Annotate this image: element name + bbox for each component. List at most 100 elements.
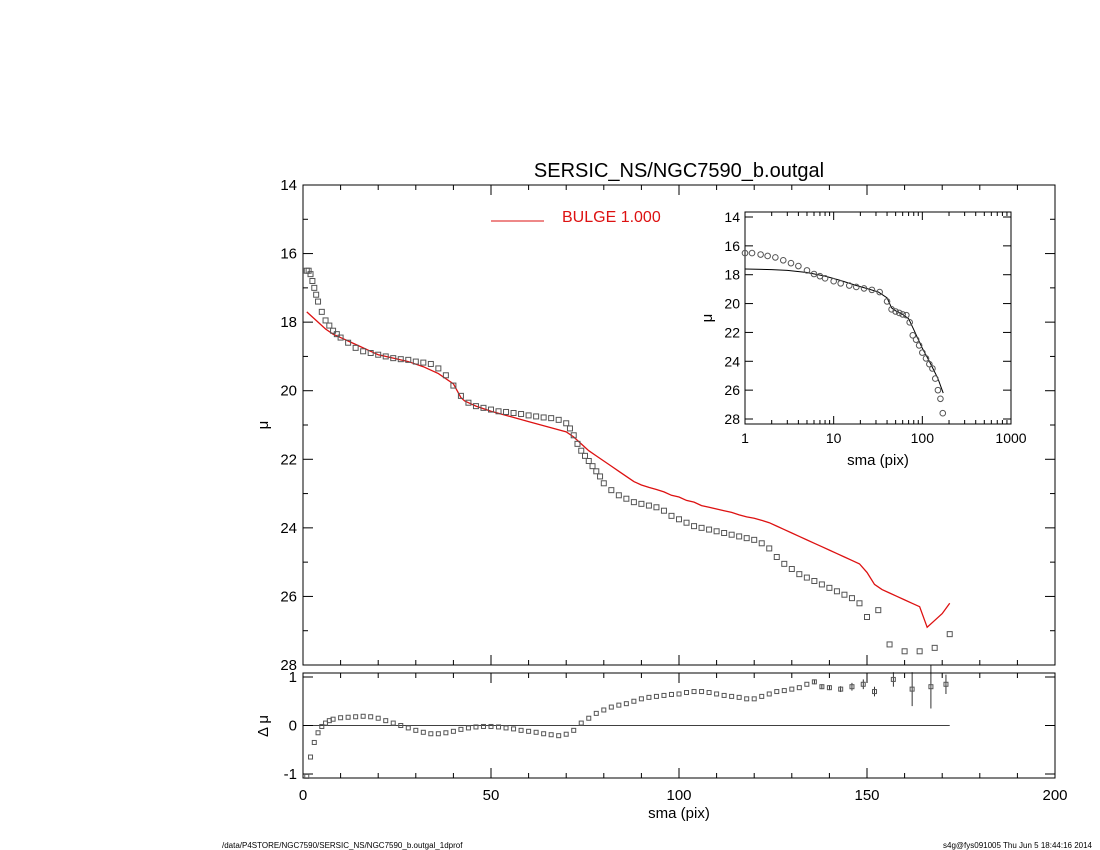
- inset-data-point: [937, 395, 944, 403]
- data-point: [796, 571, 803, 578]
- data-point: [465, 399, 472, 406]
- data-point: [574, 440, 581, 447]
- data-point: [803, 574, 810, 581]
- data-point: [841, 591, 848, 598]
- residual-point: [383, 718, 389, 724]
- residual-point: [556, 733, 562, 739]
- data-point: [307, 271, 314, 278]
- residual-point: [684, 690, 690, 696]
- residual-point: [860, 681, 866, 687]
- data-point: [615, 492, 622, 499]
- residual-point: [593, 710, 599, 716]
- residual-point: [811, 679, 817, 685]
- data-point: [548, 415, 555, 422]
- residual-point: [838, 686, 844, 692]
- main-y-axis-label: μ: [255, 421, 272, 430]
- main-panel: 14 16 18 20 22 24 26 28 μ BULGE 1.000: [255, 177, 1056, 674]
- data-point: [495, 408, 502, 415]
- data-point: [946, 631, 953, 638]
- residual-y-axis: 1 0 -1: [284, 669, 1055, 783]
- residual-point: [548, 732, 554, 738]
- data-point: [315, 298, 322, 305]
- residual-point: [699, 689, 705, 695]
- data-point: [382, 353, 389, 360]
- data-point: [566, 425, 573, 432]
- residual-x-tick-label: 0: [299, 787, 307, 804]
- residual-point: [413, 727, 419, 733]
- data-point: [518, 411, 525, 418]
- data-point: [713, 528, 720, 535]
- residual-point: [420, 729, 426, 735]
- data-point: [728, 531, 735, 538]
- data-point: [736, 533, 743, 540]
- data-point: [886, 641, 893, 648]
- data-point: [751, 536, 758, 543]
- inset-data-point: [929, 365, 936, 372]
- inset-data-point: [845, 282, 853, 289]
- data-point: [311, 284, 318, 291]
- residual-point: [714, 691, 720, 697]
- data-point: [480, 404, 487, 411]
- inset-y-tick-label: 22: [724, 324, 740, 340]
- residual-point: [646, 694, 652, 700]
- residual-point: [360, 713, 366, 719]
- footer-timestamp: s4g@fys091005 Thu Jun 5 18:44:16 2014: [943, 841, 1093, 850]
- inset-data-point: [939, 409, 947, 417]
- inset-data-point: [830, 277, 837, 285]
- data-point: [309, 278, 316, 284]
- inset-data-point: [837, 280, 844, 287]
- inset-data-point: [896, 309, 903, 317]
- inset-model-curve: [744, 268, 944, 394]
- main-y-tick-label: 24: [280, 520, 297, 537]
- residual-point: [345, 714, 351, 720]
- inset-y-tick-label: 14: [724, 209, 740, 225]
- main-y-tick-label: 16: [280, 246, 297, 263]
- residual-panel: 10-1 0 50 100 150 200 Δ μ sma (pix): [255, 664, 1068, 822]
- inset-y-tick-label: 20: [724, 296, 740, 312]
- data-point: [570, 432, 577, 439]
- data-point: [390, 355, 397, 362]
- data-point: [503, 408, 510, 415]
- data-point: [743, 535, 750, 542]
- inset-y-tick-label: 28: [724, 411, 740, 427]
- data-point: [442, 372, 449, 379]
- residual-point: [473, 724, 479, 730]
- data-point: [330, 327, 337, 334]
- residual-point: [435, 731, 441, 737]
- inset-y-tick-label: 24: [724, 353, 740, 369]
- residual-points: [304, 664, 949, 779]
- residual-point: [616, 702, 622, 708]
- inset-data-point: [757, 251, 764, 258]
- data-point: [638, 500, 645, 507]
- residual-point: [311, 739, 317, 745]
- inset-x-axis: 1 10 100 1000: [741, 212, 1027, 446]
- inset-data-point: [779, 256, 787, 264]
- data-point: [412, 358, 419, 365]
- residual-point: [533, 729, 539, 735]
- residual-point: [458, 726, 464, 732]
- inset-data-points: [741, 249, 947, 417]
- data-point: [352, 344, 359, 351]
- inset-data-point: [934, 386, 942, 394]
- inset-data-point: [922, 355, 930, 362]
- residual-point: [909, 686, 915, 692]
- residual-point: [623, 701, 629, 707]
- inset-model-line: [744, 268, 944, 394]
- data-point: [555, 416, 562, 423]
- inset-data-point: [868, 286, 876, 294]
- residual-point: [789, 686, 795, 692]
- data-point: [427, 360, 434, 367]
- data-point: [597, 473, 604, 480]
- inset-data-point: [795, 262, 802, 270]
- inset-y-axis-label: μ: [699, 314, 716, 323]
- data-points: [303, 267, 953, 655]
- residual-y-tick-label: -1: [284, 766, 297, 783]
- data-point: [826, 584, 833, 591]
- residual-point: [526, 728, 532, 734]
- residual-point: [571, 727, 577, 733]
- data-point: [916, 648, 923, 655]
- inset-data-point: [803, 267, 811, 274]
- inset-plot-frame: [744, 211, 1012, 425]
- inset-panel: 14 16 18 20 22 24 26 28 1 10 100 1000 μ sma (pix): [699, 209, 1027, 469]
